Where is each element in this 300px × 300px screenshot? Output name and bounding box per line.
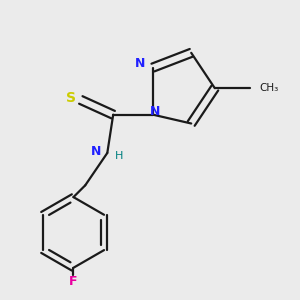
Text: CH₃: CH₃ xyxy=(259,83,278,93)
Text: F: F xyxy=(69,275,78,288)
Text: N: N xyxy=(150,105,160,118)
Text: N: N xyxy=(134,57,145,70)
Text: N: N xyxy=(91,145,101,158)
Text: H: H xyxy=(115,151,123,161)
Text: S: S xyxy=(66,91,76,105)
